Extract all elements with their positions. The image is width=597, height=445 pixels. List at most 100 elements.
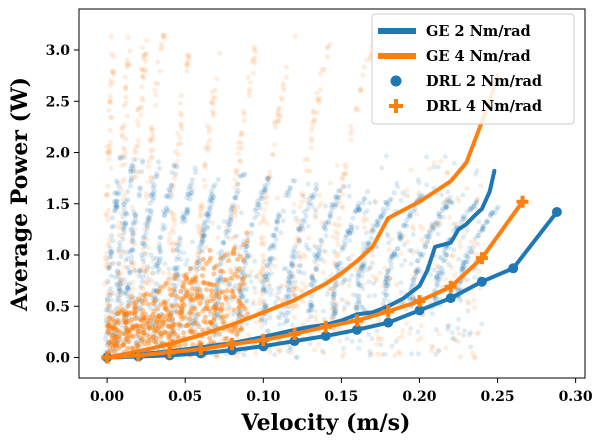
scatter-point bbox=[396, 236, 403, 242]
scatter-point bbox=[236, 140, 242, 146]
scatter-point bbox=[135, 329, 141, 335]
scatter-point bbox=[181, 284, 187, 290]
scatter-point bbox=[205, 218, 212, 224]
scatter-point bbox=[113, 338, 119, 344]
scatter-point bbox=[465, 227, 470, 233]
scatter-point bbox=[104, 296, 110, 302]
scatter-point bbox=[105, 207, 112, 213]
scatter-point bbox=[117, 279, 123, 286]
scatter-point bbox=[123, 325, 129, 331]
scatter-point bbox=[166, 312, 172, 318]
scatter-point bbox=[198, 296, 204, 302]
scatter-point bbox=[158, 248, 164, 254]
scatter-point bbox=[198, 208, 204, 215]
scatter-point bbox=[307, 168, 313, 174]
scatter-point bbox=[273, 236, 279, 242]
scatter-point bbox=[297, 263, 303, 269]
scatter-point bbox=[105, 297, 111, 303]
scatter-point bbox=[225, 294, 232, 300]
scatter-point bbox=[125, 34, 131, 41]
scatter-point bbox=[198, 239, 204, 245]
scatter-point bbox=[209, 99, 215, 105]
scatter-point bbox=[178, 289, 184, 294]
scatter-point bbox=[262, 277, 268, 283]
scatter-point bbox=[151, 288, 157, 294]
scatter-point bbox=[106, 143, 113, 149]
scatter-point bbox=[410, 294, 416, 300]
scatter-point bbox=[126, 298, 132, 304]
scatter-point bbox=[350, 292, 356, 298]
scatter-point bbox=[120, 197, 126, 203]
scatter-point bbox=[472, 201, 478, 207]
scatter-point bbox=[227, 217, 233, 223]
scatter-point bbox=[264, 221, 270, 227]
scatter-point bbox=[385, 280, 391, 286]
scatter-point bbox=[117, 277, 123, 283]
scatter-point bbox=[139, 95, 145, 101]
scatter-point bbox=[128, 333, 134, 339]
scatter-point bbox=[383, 283, 389, 289]
scatter-point bbox=[232, 213, 238, 219]
scatter-point bbox=[331, 313, 336, 319]
scatter-point bbox=[115, 320, 121, 326]
scatter-point bbox=[202, 267, 208, 273]
scatter-point bbox=[248, 279, 254, 285]
scatter-point bbox=[349, 338, 355, 344]
scatter-point bbox=[263, 200, 269, 206]
scatter-point bbox=[108, 340, 114, 346]
scatter-point bbox=[296, 237, 302, 243]
scatter-point bbox=[340, 183, 346, 189]
scatter-point bbox=[346, 183, 352, 189]
scatter-point bbox=[276, 289, 282, 295]
scatter-point bbox=[396, 231, 402, 237]
scatter-point bbox=[433, 275, 439, 281]
scatter-point bbox=[185, 207, 191, 213]
scatter-point bbox=[262, 320, 268, 326]
scatter-point bbox=[339, 354, 345, 360]
scatter-point bbox=[312, 117, 318, 123]
scatter-point bbox=[418, 323, 424, 329]
scatter-point bbox=[457, 297, 463, 303]
scatter-point bbox=[118, 153, 124, 159]
scatter-point bbox=[417, 192, 422, 198]
scatter-point bbox=[150, 296, 156, 302]
scatter-point bbox=[397, 234, 403, 240]
scatter-point bbox=[111, 319, 117, 325]
scatter-point bbox=[114, 198, 120, 204]
y-tick-label: 3.0 bbox=[46, 43, 71, 59]
scatter-point bbox=[469, 204, 475, 210]
scatter-point bbox=[124, 285, 130, 292]
scatter-point bbox=[228, 207, 234, 213]
scatter-point bbox=[288, 274, 295, 281]
scatter-point bbox=[131, 306, 137, 312]
scatter-point bbox=[205, 325, 210, 331]
scatter-point bbox=[116, 240, 122, 246]
scatter-point bbox=[118, 289, 124, 295]
scatter-point bbox=[339, 174, 345, 181]
scatter-point bbox=[460, 263, 466, 269]
scatter-point bbox=[334, 236, 340, 242]
scatter-point bbox=[165, 277, 172, 283]
scatter-point bbox=[284, 318, 290, 324]
scatter-point bbox=[299, 192, 305, 198]
scatter-point bbox=[214, 293, 220, 300]
scatter-point bbox=[184, 209, 190, 215]
scatter-point bbox=[121, 339, 127, 345]
scatter-point bbox=[114, 180, 120, 186]
scatter-point bbox=[218, 306, 224, 312]
scatter-point bbox=[116, 317, 122, 323]
scatter-point bbox=[373, 278, 379, 284]
scatter-point bbox=[331, 327, 337, 333]
scatter-point bbox=[171, 288, 177, 295]
scatter-point bbox=[146, 281, 152, 287]
scatter-point bbox=[117, 289, 123, 295]
scatter-point bbox=[109, 332, 115, 338]
scatter-point bbox=[132, 216, 138, 222]
legend-label: DRL 4 Nm/rad bbox=[426, 98, 542, 115]
scatter-point bbox=[118, 309, 124, 315]
scatter-point bbox=[152, 174, 158, 180]
scatter-point bbox=[263, 189, 269, 195]
scatter-point bbox=[213, 290, 219, 296]
scatter-point bbox=[309, 273, 315, 279]
scatter-point bbox=[231, 307, 237, 313]
